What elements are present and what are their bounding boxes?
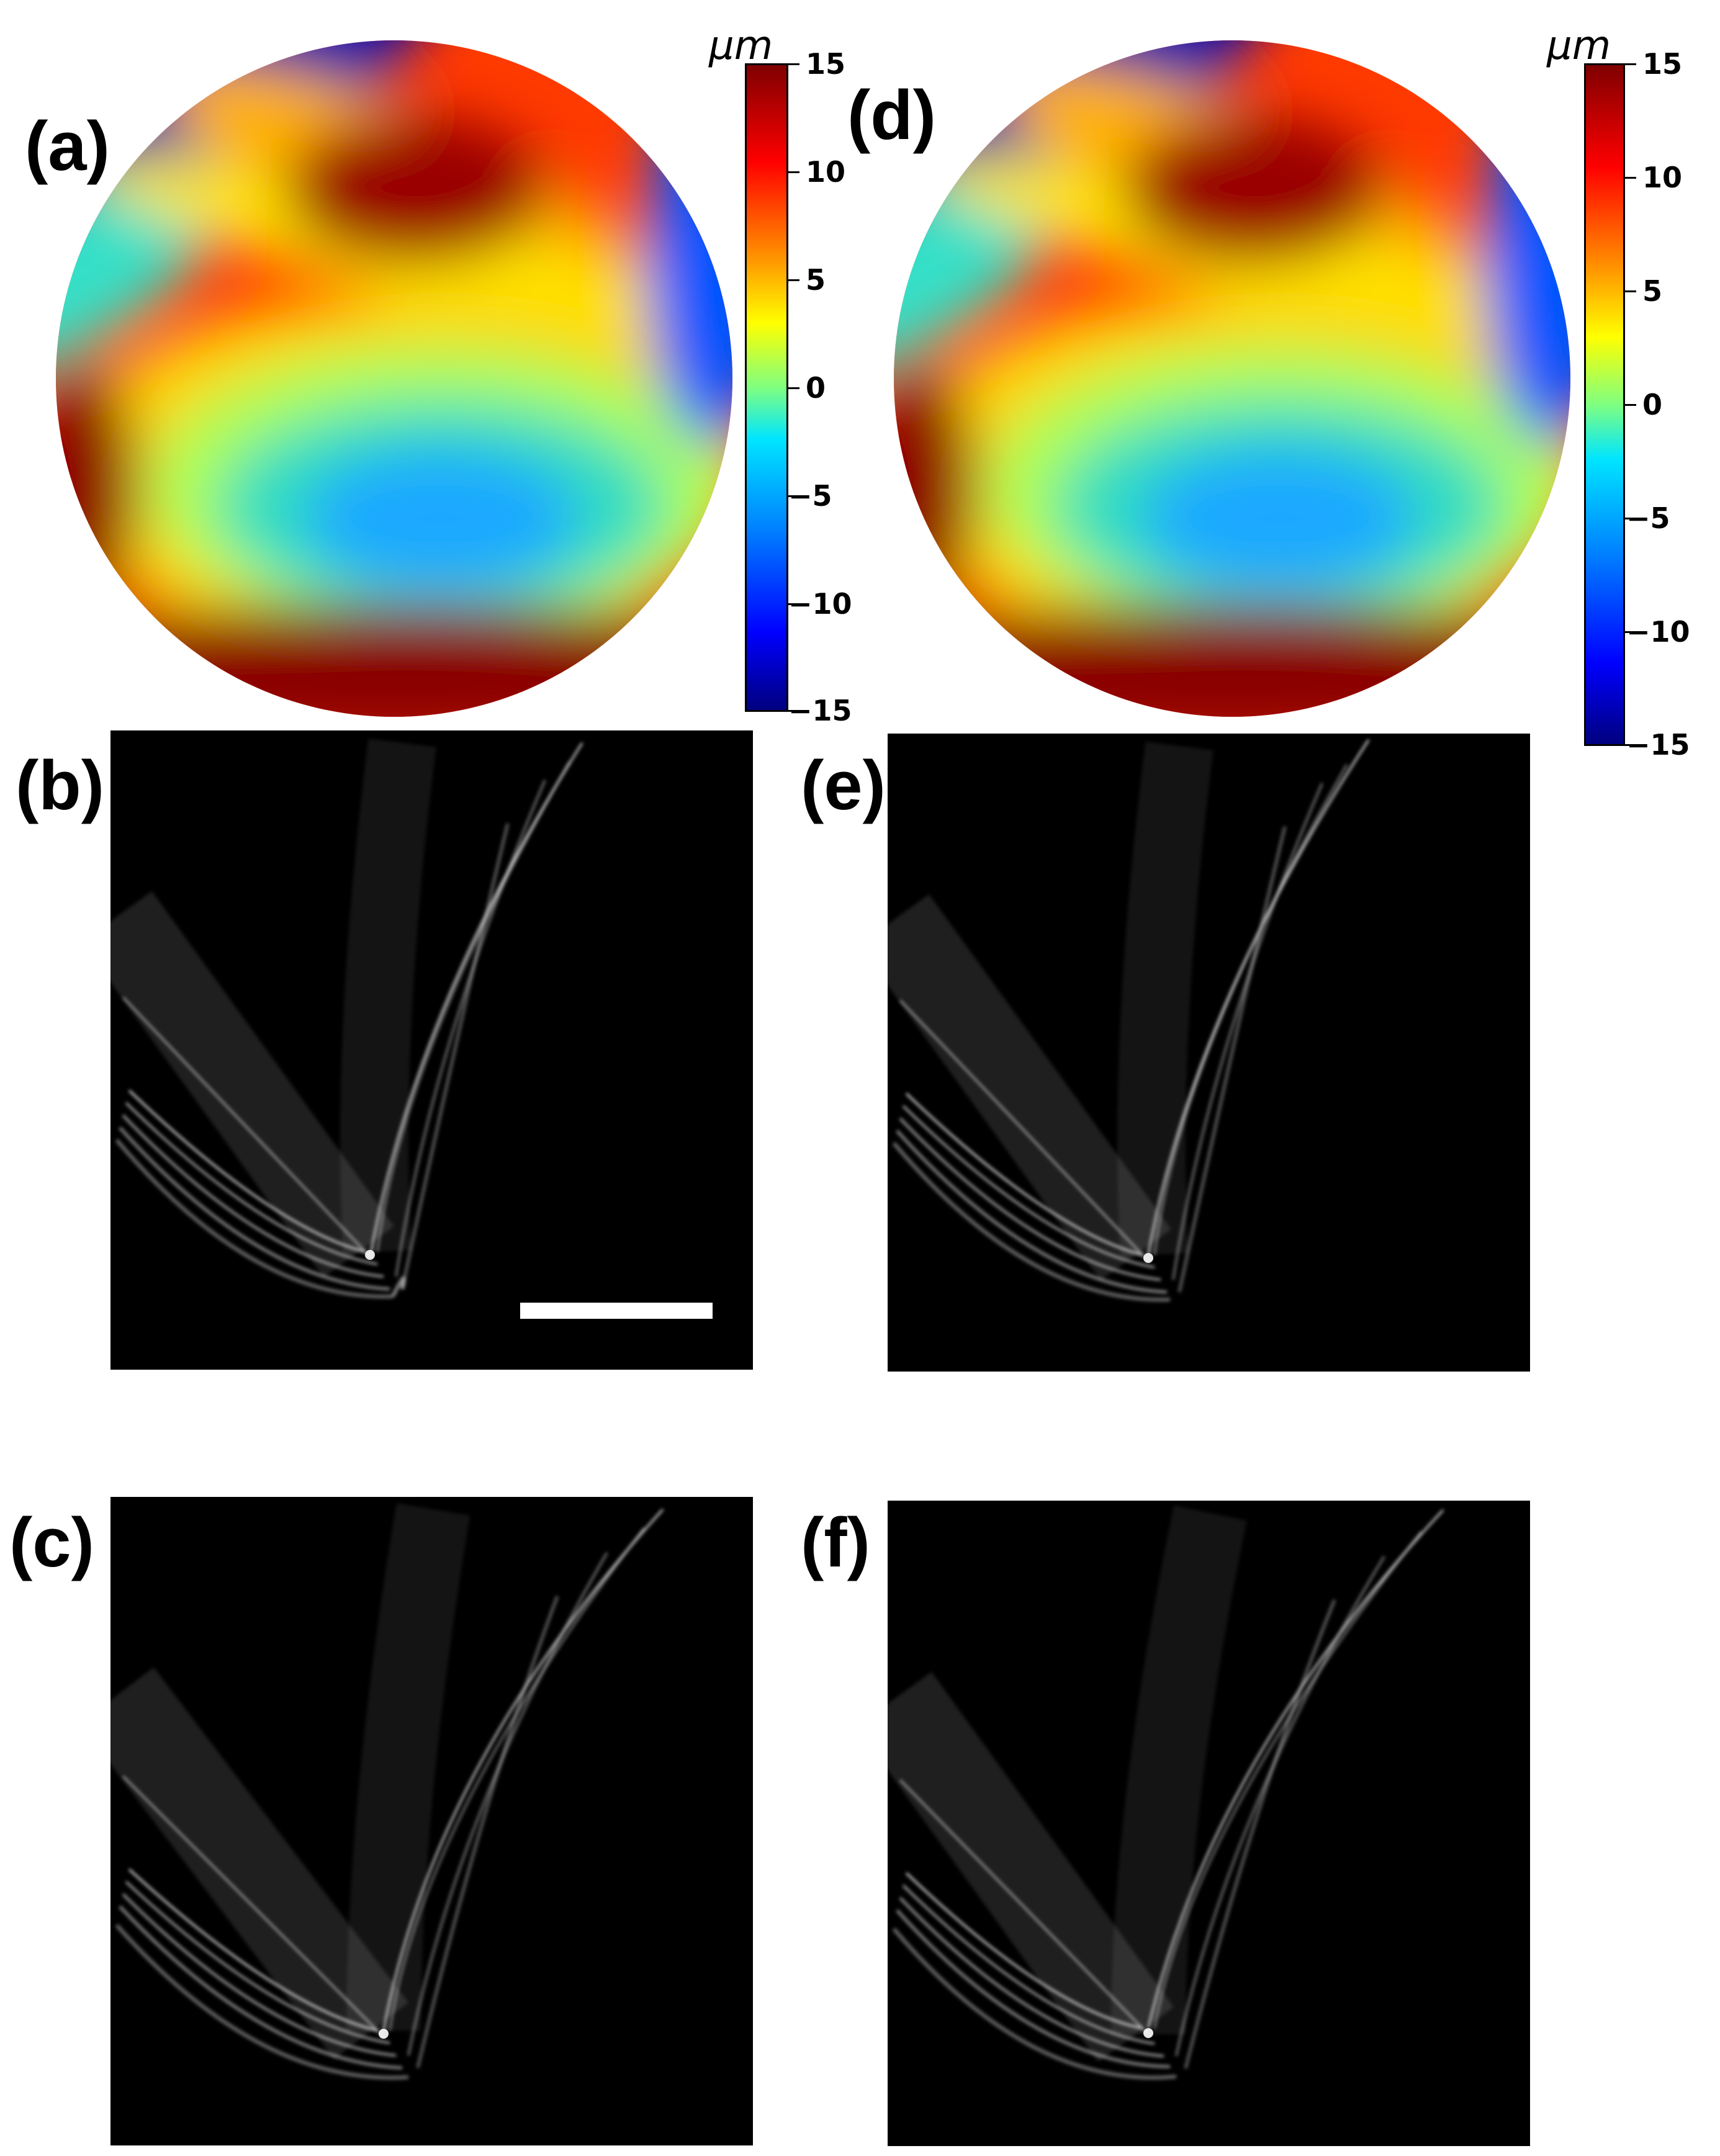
scale-bar xyxy=(520,1303,713,1319)
colorbar-gradient-d xyxy=(1584,63,1625,746)
colorbar-tick: 10 xyxy=(806,155,846,189)
panel-label-f: (f) xyxy=(801,1504,870,1581)
panel-label-e: (e) xyxy=(801,747,886,824)
colorbar-unit-a: μm xyxy=(709,23,773,69)
colorbar-a: μm 15 10 5 0 −5 −10 −15 xyxy=(709,26,888,725)
colorbar-d: μm 15 10 5 0 −5 −10 −15 xyxy=(1547,26,1720,759)
psf-image-f xyxy=(888,1501,1530,2146)
panel-label-a: (a) xyxy=(25,107,110,185)
psf-image-b xyxy=(110,730,753,1370)
colorbar-tick: −5 xyxy=(788,479,832,513)
colorbar-tick: −15 xyxy=(788,694,852,727)
panel-label-c: (c) xyxy=(9,1504,94,1581)
colorbar-tick: 5 xyxy=(806,263,826,297)
colorbar-unit-d: μm xyxy=(1547,23,1611,69)
colorbar-gradient-a xyxy=(745,63,788,712)
colorbar-tick: −10 xyxy=(788,587,852,621)
colorbar-tick: 15 xyxy=(1642,47,1683,81)
colorbar-tick: −10 xyxy=(1626,615,1690,649)
colorbar-tick: 15 xyxy=(806,47,846,81)
colorbar-tick: 10 xyxy=(1642,161,1683,194)
colorbar-tick: 5 xyxy=(1642,274,1663,308)
panel-label-d: (d) xyxy=(847,76,937,154)
panel-label-b: (b) xyxy=(16,747,105,824)
wavefront-map-a xyxy=(56,40,732,717)
wavefront-map-d xyxy=(894,40,1570,717)
colorbar-tick: −5 xyxy=(1626,501,1670,535)
colorbar-tick: 0 xyxy=(806,371,826,405)
psf-image-e xyxy=(888,734,1530,1372)
psf-image-c xyxy=(110,1497,753,2145)
colorbar-tick: −15 xyxy=(1626,728,1690,761)
colorbar-tick: 0 xyxy=(1642,388,1663,421)
